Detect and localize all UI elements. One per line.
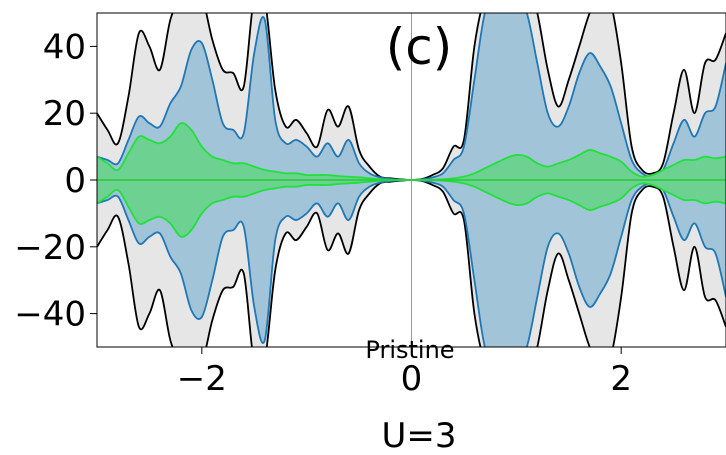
y-tick-label: 40 [43,27,86,67]
x-tick-label: 0 [401,359,423,399]
y-tick-label: −40 [14,295,86,335]
x-tick-label: 2 [610,359,632,399]
y-tick-label: −20 [14,228,86,268]
pristine-annotation: Pristine [365,336,454,364]
y-tick-label: 0 [64,161,86,201]
panel-label: (c) [386,18,453,76]
x-tick-label: −2 [177,359,227,399]
y-tick-label: 20 [43,94,86,134]
plot-area [97,13,726,347]
x-axis-label: U=3 [381,416,456,455]
